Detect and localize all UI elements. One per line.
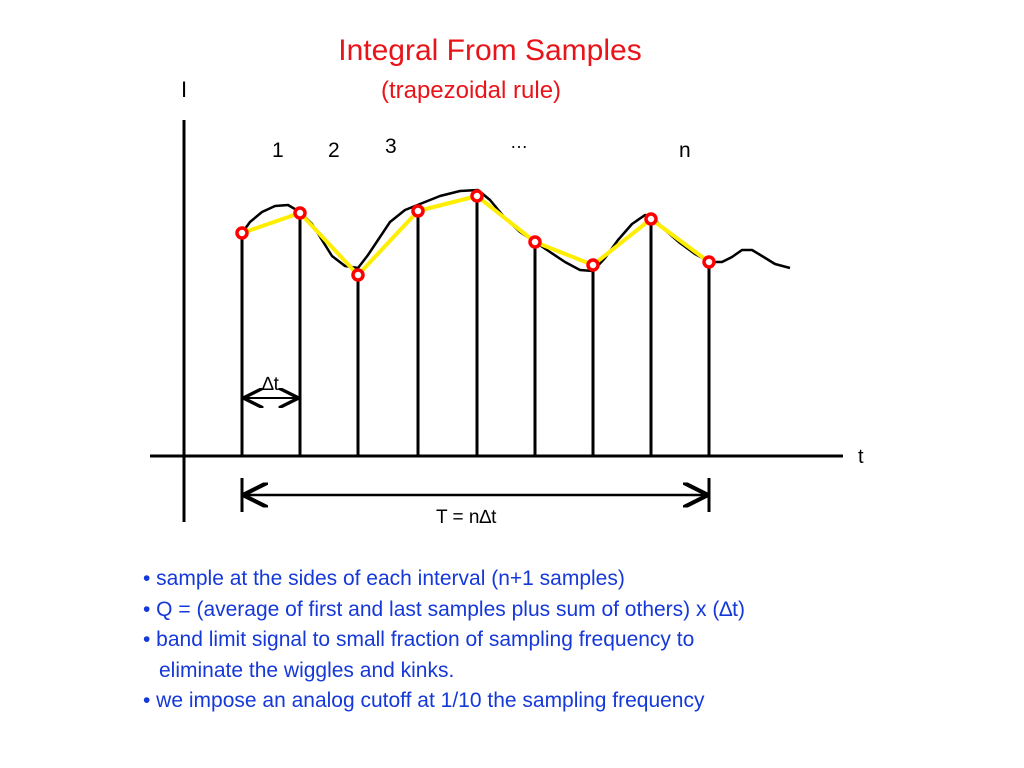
x-axis-label: t — [858, 446, 864, 468]
interval-label-3: 3 — [385, 135, 397, 158]
sample-point — [470, 189, 484, 203]
slide-title: Integral From Samples — [338, 34, 642, 67]
sample-markers — [235, 189, 716, 282]
bullet-item: • sample at the sides of each interval (… — [143, 567, 625, 590]
sample-point — [528, 235, 542, 249]
interval-label-n: n — [679, 139, 691, 162]
sample-point — [702, 255, 716, 269]
sample-point — [351, 268, 365, 282]
sample-point — [235, 226, 249, 240]
sample-point — [644, 212, 658, 226]
bullet-item-continuation: eliminate the wiggles and kinks. — [159, 658, 455, 682]
y-axis-label: I — [181, 77, 187, 102]
bullet-item: • band limit signal to small fraction of… — [143, 628, 695, 651]
slide-subtitle: (trapezoidal rule) — [380, 77, 562, 104]
interval-label-2: 2 — [328, 139, 340, 162]
period-label: T = n∆t — [436, 507, 497, 528]
interval-label-1: 1 — [272, 139, 284, 162]
bullet-item: • Q = (average of first and last samples… — [143, 597, 746, 621]
delta-t-label: ∆t — [262, 374, 280, 395]
sample-lines — [240, 196, 711, 456]
sample-point — [293, 206, 307, 220]
interval-label-ellipsis: … — [510, 132, 528, 152]
sample-point — [586, 258, 600, 272]
bullet-list: • sample at the sides of each interval (… — [143, 564, 745, 717]
sample-point — [411, 204, 425, 218]
bullet-item: • we impose an analog cutoff at 1/10 the… — [143, 689, 705, 712]
